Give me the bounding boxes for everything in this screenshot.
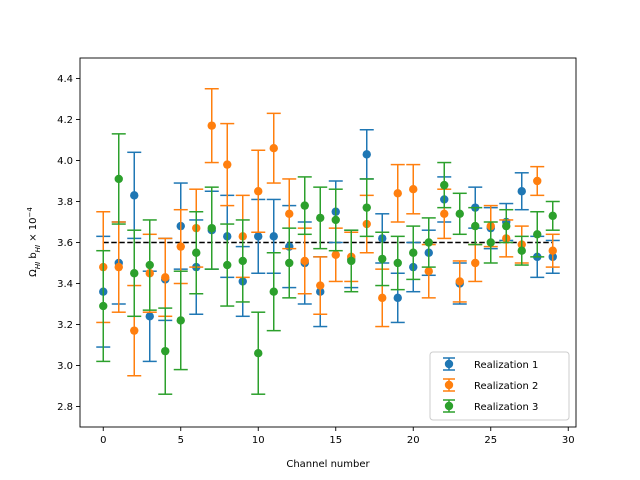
data-point [254,232,263,241]
data-point [409,185,418,194]
data-point [130,269,139,278]
x-tick-label: 20 [407,435,420,446]
data-point [533,176,542,186]
y-tick-label: 3.6 [57,238,73,249]
y-tick-label: 4.2 [57,115,73,126]
legend-label: Realization 3 [474,402,538,413]
data-point [316,281,325,290]
data-point [161,273,170,282]
data-point [331,215,340,225]
y-tick-label: 3.4 [57,279,73,290]
data-point [455,209,464,218]
legend-entry: Realization 2 [443,378,538,392]
x-tick-label: 10 [252,435,265,446]
data-point [502,221,511,231]
y-axis-label: ΩHI bHI × 10−4 [26,207,42,277]
series-2 [96,88,560,377]
data-point [409,248,418,257]
data-point [114,174,123,184]
legend-marker-point [444,401,454,411]
legend-label: Realization 1 [474,360,538,371]
x-tick-label: 15 [329,435,342,446]
data-point [393,293,402,303]
plot-area [96,88,560,395]
data-point [393,189,402,198]
y-tick-label: 2.8 [57,402,73,413]
data-point [269,232,278,241]
data-point [176,242,185,251]
data-point [378,293,387,303]
data-point [176,316,185,325]
data-point [285,209,294,218]
data-point [285,258,294,268]
data-point [471,221,480,231]
legend-label: Realization 2 [474,381,538,392]
data-point [269,144,278,153]
data-point [548,246,557,255]
data-point [424,267,433,276]
data-point [114,262,123,272]
data-point [300,256,309,266]
legend-marker-point [444,380,454,390]
y-tick-label: 4.0 [57,156,73,167]
data-point [393,258,402,268]
data-point [161,346,170,356]
data-point [471,258,480,268]
data-point [517,246,526,255]
data-point [145,260,154,270]
y-tick-label: 3.8 [57,197,73,208]
data-point [223,260,232,270]
data-point [378,254,387,264]
x-axis-label: Channel number [286,459,370,470]
data-point [300,201,309,210]
series-3 [96,133,560,395]
data-point [440,209,449,218]
y-tick-label: 3.0 [57,361,73,372]
data-point [223,160,232,169]
data-point [238,256,247,266]
data-point [316,213,325,223]
data-point [347,256,356,266]
legend-entry: Realization 3 [443,399,538,413]
data-point [269,287,278,296]
data-point [207,121,216,130]
data-point [486,238,495,247]
data-point [254,349,263,358]
y-tick-label: 4.4 [57,74,73,85]
axes: 0 5 10 15 20 25 30 2.8 3.0 3.2 3.4 3.6 3.8 4.0 4.2 4.4 [57,57,577,446]
x-tick-label: 5 [178,435,184,446]
y-tick-label: 3.2 [57,320,73,331]
legend-box [429,351,570,421]
x-tick-label: 30 [562,435,575,446]
legend-marker-point [444,359,454,369]
x-tick-label: 25 [484,435,497,446]
data-point [254,187,263,196]
x-tick-label: 0 [100,435,106,446]
data-point [130,326,139,335]
data-point [145,312,154,321]
data-point [362,150,371,159]
data-point [99,301,108,311]
data-point [517,187,526,196]
data-point [455,277,464,286]
data-point [424,238,433,247]
data-point [548,211,557,221]
data-point [533,230,542,239]
data-point [130,191,139,200]
legend-entry: Realization 1 [443,357,538,371]
data-point [207,223,216,233]
legend: Realization 1 Realization 2 Realization 3 [429,351,570,421]
data-point [192,248,201,257]
data-point [440,180,449,190]
data-point [362,203,371,212]
data-point [331,250,340,259]
